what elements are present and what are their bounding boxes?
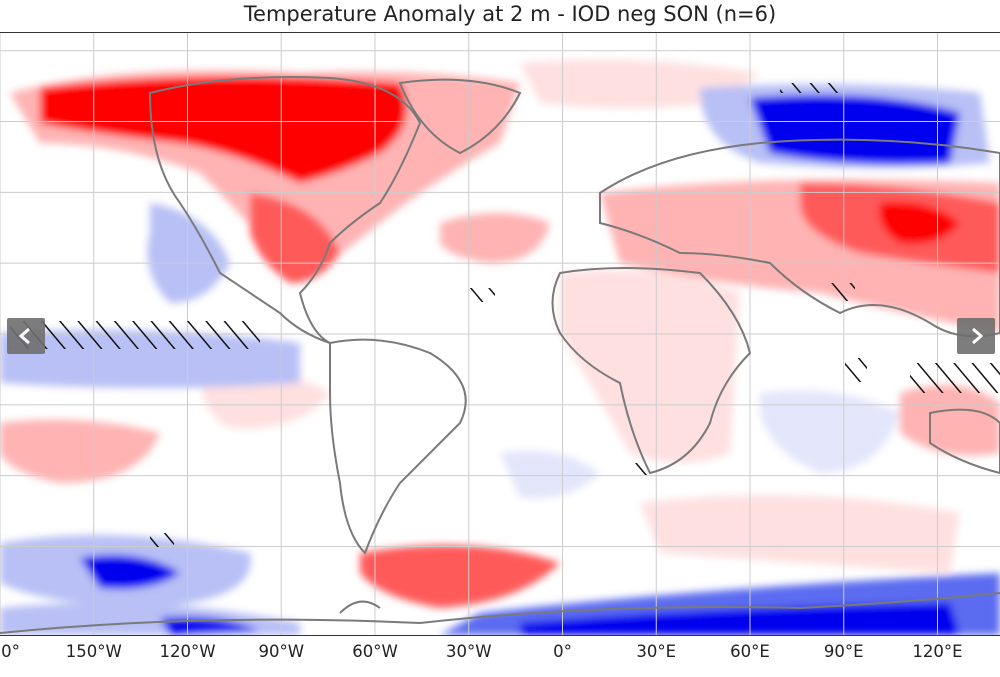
coast-south-america (329, 338, 467, 555)
hatch-pacific-equator (10, 321, 260, 349)
map-panel (0, 32, 1000, 636)
coast-antarctica (0, 592, 1000, 634)
warm-north-atlantic-high (520, 59, 760, 108)
warm-core-canada (40, 76, 407, 183)
x-axis-ticks: 180° 150°W 120°W 90°W 60°W 30°W 0° 30°E 60°E 90°E… (0, 642, 1000, 672)
hatch-atlantic (465, 288, 495, 302)
x-tick-label: 60°W (352, 642, 398, 661)
hatch-indian-east (910, 363, 1000, 393)
coast-australia (929, 408, 1000, 475)
next-image-button[interactable] (957, 318, 995, 354)
chevron-right-icon (972, 327, 984, 345)
x-tick-label: 0° (553, 642, 572, 661)
coast-antarctic-peninsula (339, 600, 381, 614)
map-title: Temperature Anomaly at 2 m - IOD neg SON… (243, 2, 777, 26)
cool-east-pacific-south (500, 450, 600, 499)
cool-siberia-core (750, 95, 960, 165)
warm-east-indian (900, 385, 1000, 456)
coast-eurasia (599, 138, 1000, 338)
anomaly-map (0, 33, 1000, 635)
hatch-south-pacific (150, 533, 174, 547)
coast-north-america (148, 76, 422, 344)
warm-pacific-south (0, 419, 160, 483)
x-tick-label: 90°W (258, 642, 305, 661)
warm-africa (560, 270, 740, 463)
warm-south-atlantic (360, 545, 560, 608)
cool-indian-ocean (760, 390, 900, 473)
hatch-south-atlantic (632, 463, 648, 475)
previous-image-button[interactable] (7, 318, 45, 354)
hatch-indian-mid (845, 358, 867, 382)
hatch-north-siberia (780, 83, 840, 93)
chevron-left-icon (18, 327, 30, 345)
x-tick-label: 30°E (636, 642, 677, 661)
x-tick-label: 180° (0, 642, 20, 661)
cool-south-pacific-core (80, 555, 180, 589)
x-tick-label: 120°W (159, 642, 216, 661)
x-tick-label: 60°E (730, 642, 770, 661)
warm-us-east (250, 193, 340, 283)
cool-west-us (147, 203, 230, 303)
significance-hatching (10, 83, 1000, 547)
warm-tibet-core (879, 202, 960, 244)
x-tick-label: 150°W (65, 642, 122, 661)
warm-atlantic-patch (440, 213, 550, 263)
x-tick-label: 120°E (912, 642, 963, 661)
coastlines (0, 76, 1000, 634)
cool-antarctic-core (520, 603, 960, 635)
warm-south-indian (640, 495, 960, 573)
x-tick-label: 90°E (823, 642, 864, 661)
hatch-arabian (830, 283, 855, 301)
coast-africa (551, 267, 752, 475)
x-tick-label: 30°W (445, 642, 492, 661)
coast-greenland (398, 78, 522, 155)
anomaly-shading (0, 59, 1000, 635)
